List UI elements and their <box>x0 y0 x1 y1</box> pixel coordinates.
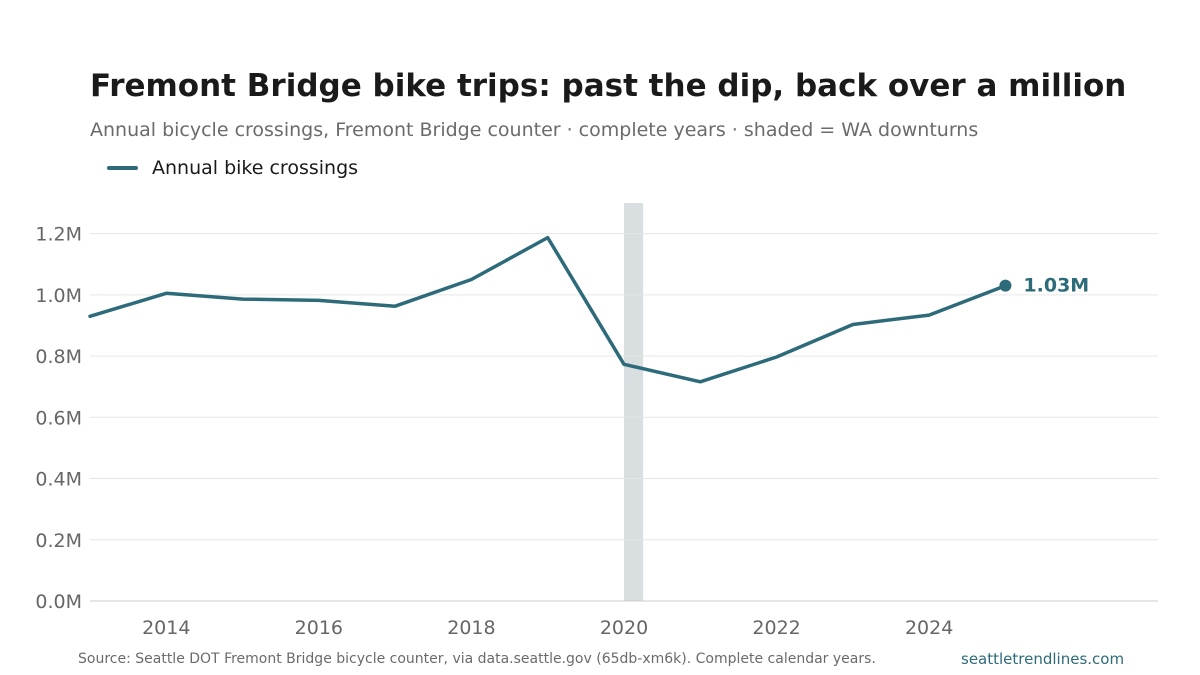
y-tick-label: 1.0M <box>35 285 82 307</box>
chart-title: Fremont Bridge bike trips: past the dip,… <box>90 68 1127 104</box>
legend-label: Annual bike crossings <box>152 157 359 179</box>
source-note: Source: Seattle DOT Fremont Bridge bicyc… <box>78 651 876 667</box>
x-tick-label: 2018 <box>447 617 495 639</box>
site-link[interactable]: seattletrendlines.com <box>961 650 1125 668</box>
chart-subtitle: Annual bicycle crossings, Fremont Bridge… <box>90 119 979 141</box>
y-tick-label: 0.6M <box>35 407 82 429</box>
x-tick-label: 2022 <box>752 617 800 639</box>
y-tick-label: 0.8M <box>35 346 82 368</box>
end-point-marker <box>999 279 1012 292</box>
x-tick-label: 2024 <box>905 617 953 639</box>
end-value-label: 1.03M <box>1023 275 1089 297</box>
y-tick-label: 0.2M <box>35 530 82 552</box>
downturn-shade <box>624 203 644 601</box>
x-tick-label: 2020 <box>600 617 648 639</box>
y-tick-label: 0.0M <box>35 591 82 613</box>
legend: Annual bike crossings <box>107 157 358 179</box>
y-tick-label: 1.2M <box>35 224 82 246</box>
x-tick-label: 2014 <box>142 617 190 639</box>
y-tick-label: 0.4M <box>35 469 82 491</box>
x-tick-label: 2016 <box>295 617 343 639</box>
series-line-bike-crossings <box>88 235 1008 384</box>
legend-swatch <box>107 166 138 170</box>
